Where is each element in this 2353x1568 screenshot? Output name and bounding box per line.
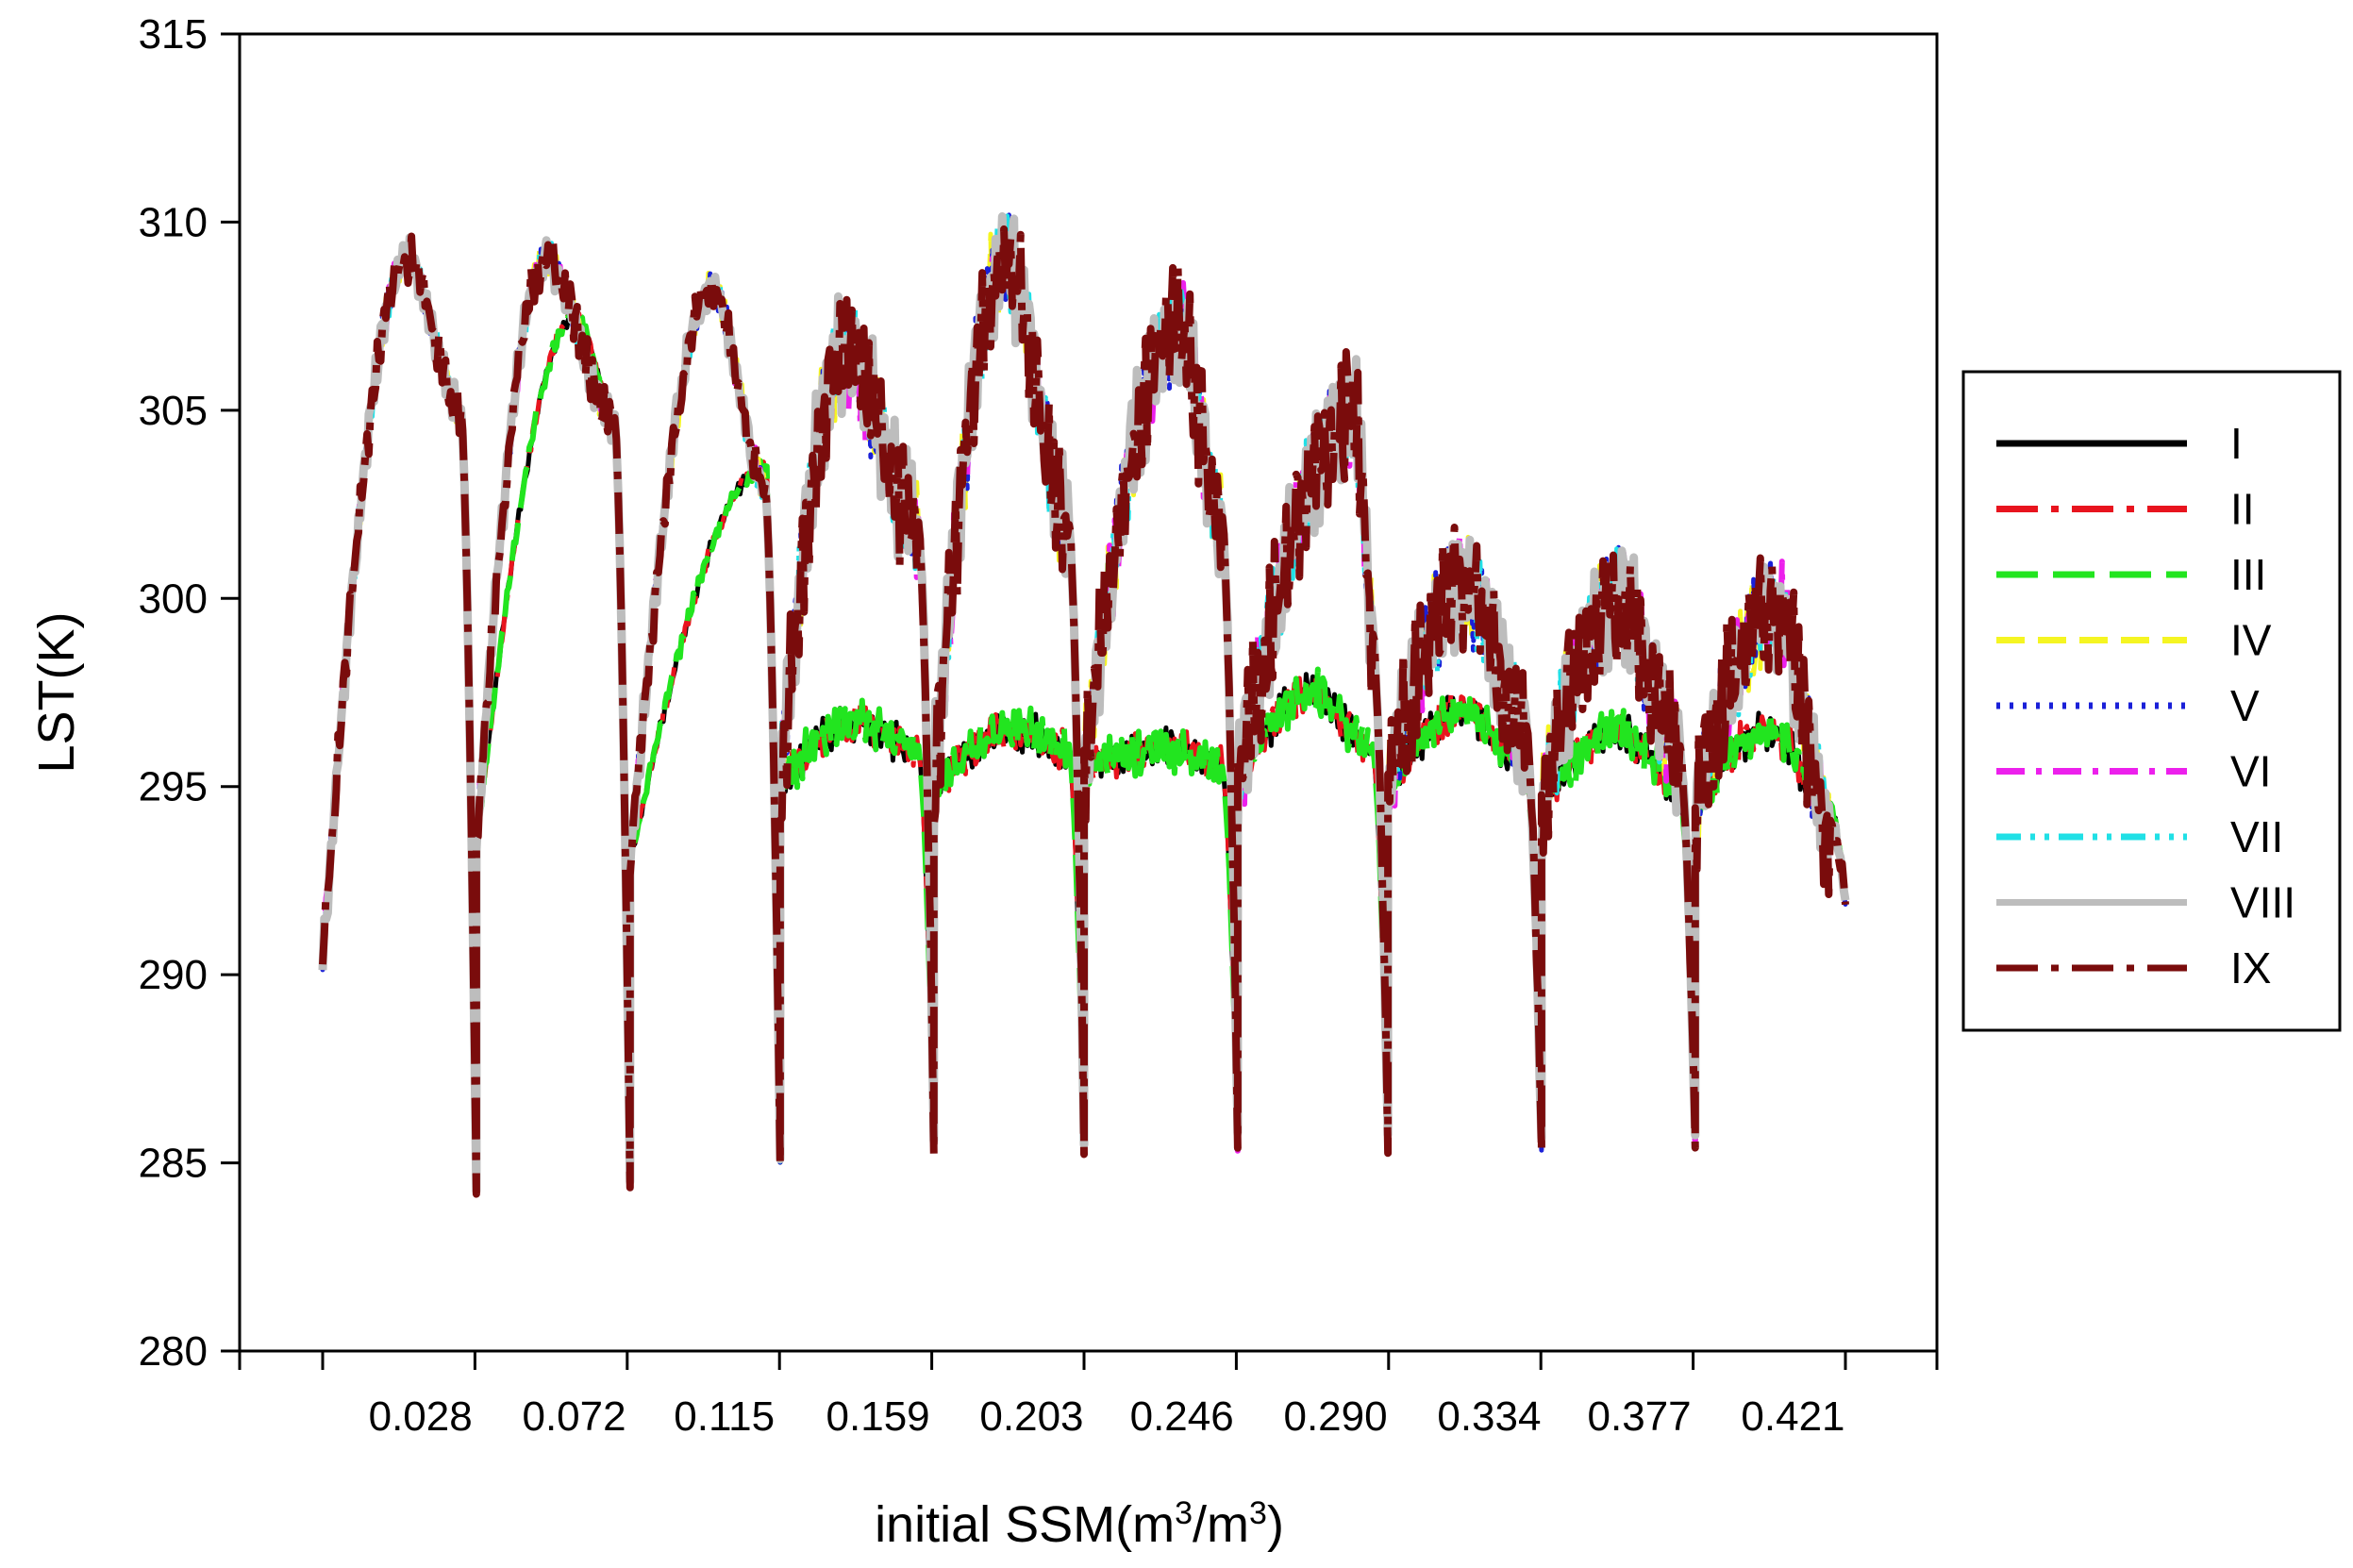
y-tick-label: 315 (139, 11, 208, 58)
legend-label-V: V (2230, 681, 2260, 730)
legend-label-VII: VII (2230, 812, 2283, 861)
x-tick-label: 0.203 (979, 1393, 1083, 1440)
y-tick-label: 290 (139, 952, 208, 998)
legend-label-VIII: VIII (2230, 878, 2295, 927)
legend-label-III: III (2230, 550, 2266, 599)
legend-label-IX: IX (2230, 943, 2271, 993)
legend-label-VI: VI (2230, 747, 2271, 796)
legend-box (1961, 370, 2342, 1032)
x-tick-label: 0.334 (1437, 1393, 1541, 1440)
x-axis-title: initial SSM(m3/m3) (875, 1495, 1284, 1553)
x-axis: 0.028 0.072 0.115 0.159 0.203 0.246 0.290 0.334… (238, 1351, 1939, 1440)
y-axis: 280 285 290 295 300 305 310 315 (139, 11, 240, 1375)
y-tick-label: 310 (139, 199, 208, 245)
legend-label-I: I (2230, 419, 2243, 468)
y-tick-label: 305 (139, 388, 208, 434)
x-tick-label: 0.028 (369, 1393, 473, 1440)
y-tick-label: 285 (139, 1141, 208, 1187)
x-tick-label: 0.159 (826, 1393, 930, 1440)
y-tick-label: 280 (139, 1328, 208, 1375)
y-axis-title: LST(K) (28, 611, 85, 773)
series-layer (318, 211, 1850, 1198)
y-tick-label: 300 (139, 575, 208, 622)
x-tick-label: 0.115 (674, 1393, 775, 1440)
x-tick-label: 0.377 (1588, 1393, 1692, 1440)
legend-label-II: II (2230, 485, 2255, 534)
series-line-IX (319, 225, 1849, 1198)
legend-label-IV: IV (2230, 616, 2272, 665)
x-tick-label: 0.290 (1283, 1393, 1387, 1440)
x-tick-label: 0.072 (522, 1393, 626, 1440)
x-tick-label: 0.421 (1741, 1393, 1844, 1440)
x-tick-label: 0.246 (1130, 1393, 1234, 1440)
y-tick-label: 295 (139, 764, 208, 810)
